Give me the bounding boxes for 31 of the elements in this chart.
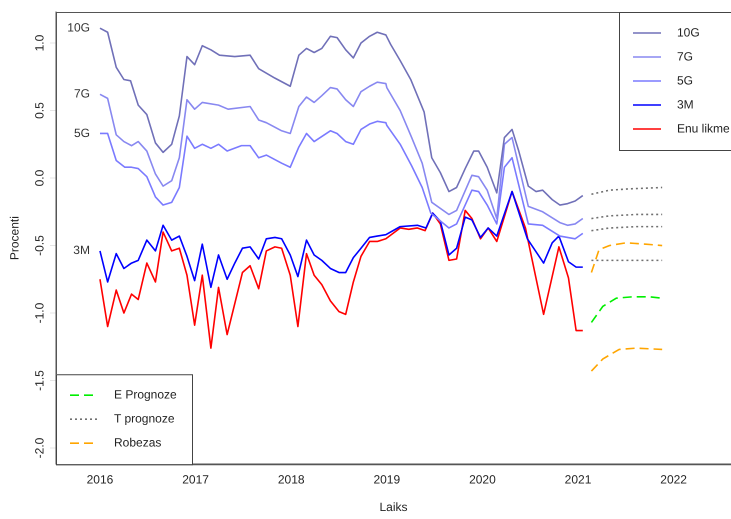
x-tick-label: 2019 [373,472,400,487]
x-tick-label: 2020 [469,472,496,487]
y-tick-label: -1.5 [32,370,46,391]
y-tick-label: -1.0 [32,302,46,324]
line-series [590,347,663,372]
y-tick-label: 0.5 [32,102,46,119]
legend-label: 7G [677,49,694,64]
legend-label: T prognoze [114,412,175,426]
annotation: 3M [73,243,90,258]
y-axis-title: Procenti [8,216,22,260]
y-tick-label: 0.0 [32,169,46,186]
x-tick-label: 2018 [278,472,305,487]
y-tick-label: -0.5 [32,234,46,256]
line-series [590,186,663,196]
x-tick-label: 2022 [660,472,688,487]
x-tick-label: 2021 [564,472,592,487]
x-tick-label: 2017 [182,472,210,487]
x-tick-label: 2016 [86,472,114,487]
legend-label: Robezas [114,436,162,450]
line-series [590,242,663,274]
annotation: 10G [67,20,90,35]
annotation: 5G [74,126,90,140]
legend-label: 3M [677,97,694,112]
legend-label: Enu likme [677,121,730,136]
legend-label: 5G [677,73,694,88]
y-tick-label: 1.0 [32,34,46,52]
legend-label: E Prognoze [114,388,178,402]
annotation: 7G [74,86,90,101]
y-tick-label: -2.0 [32,437,46,458]
x-axis-title: Laiks [379,500,408,514]
legend-label: 10G [677,25,700,40]
